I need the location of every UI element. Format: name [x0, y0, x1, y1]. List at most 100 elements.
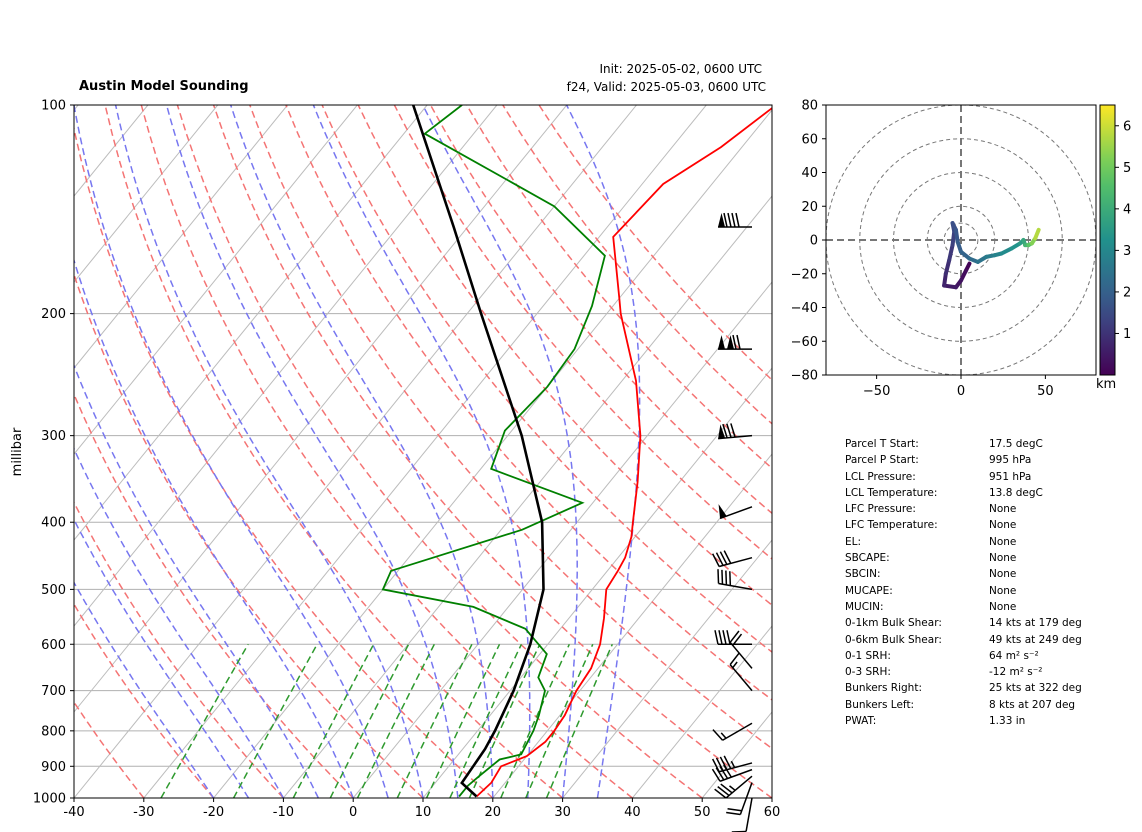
mixing-ratio-line: [425, 643, 501, 798]
x-tick-label: 30: [554, 805, 571, 820]
colorbar: [1099, 104, 1116, 376]
moist-adiabat-line: [312, 105, 531, 798]
stat-row: MUCIN: None: [845, 601, 1125, 617]
moist-adiabat-line: [165, 105, 459, 798]
stat-label: LCL Temperature:: [845, 486, 938, 499]
hodo-x-tick-label: −50: [863, 384, 890, 399]
moist-adiabat-line: [565, 105, 641, 798]
dry-adiabat-line: [74, 125, 494, 798]
moist-adiabat-line: [74, 105, 389, 798]
stat-value: None: [989, 584, 1017, 597]
isotherm-line: [143, 105, 707, 798]
y-tick-label: 300: [41, 429, 66, 444]
dry-adiabat-line: [74, 272, 424, 798]
x-tick-label: -30: [133, 805, 154, 820]
stat-row: PWAT: 1.33 in: [845, 715, 1125, 731]
wind-barb: [729, 652, 753, 692]
wind-barb: [729, 630, 753, 669]
stat-label: Parcel P Start:: [845, 454, 919, 467]
isotherm-line: [352, 281, 772, 798]
x-tick-label: -20: [203, 805, 224, 820]
x-tick-label: -40: [63, 805, 84, 820]
stat-label: SBCAPE:: [845, 552, 890, 565]
y-tick-label: 400: [41, 516, 66, 531]
colorbar-tick-label: 6: [1123, 119, 1131, 134]
mixing-ratio-line: [449, 643, 523, 798]
hodo-y-tick-label: 80: [801, 99, 818, 114]
stat-row: 0-3 SRH: -12 m² s⁻²: [845, 666, 1125, 682]
moist-adiabat-line: [74, 517, 250, 798]
y-tick-label: 500: [41, 583, 66, 598]
mixing-ratio-line: [329, 643, 410, 798]
stat-row: LFC Pressure: None: [845, 503, 1125, 519]
wind-barb: [726, 782, 753, 816]
wind-barb: [711, 755, 753, 773]
stat-label: MUCIN:: [845, 600, 884, 613]
wind-barb: [711, 550, 753, 568]
stat-label: PWAT:: [845, 715, 877, 728]
dry-adiabat-line: [321, 105, 772, 654]
dry-adiabat-line: [74, 392, 354, 798]
stat-row: 0-1km Bulk Shear: 14 kts at 179 deg: [845, 617, 1125, 633]
isotherm-line: [562, 539, 772, 798]
dry-adiabat-line: [357, 105, 772, 607]
hodo-y-tick-label: 0: [810, 234, 818, 249]
stat-value: -12 m² s⁻²: [989, 666, 1043, 679]
stat-value: 951 hPa: [989, 470, 1032, 483]
stat-value: 64 m² s⁻²: [989, 649, 1039, 662]
wind-barb: [718, 504, 753, 520]
y-tick-label: 1000: [33, 792, 66, 807]
wind-barb: [718, 212, 752, 228]
stat-row: 0-1 SRH: 64 m² s⁻²: [845, 650, 1125, 666]
stat-value: 49 kts at 249 deg: [989, 633, 1082, 646]
stat-value: None: [989, 568, 1017, 581]
y-tick-label: 900: [41, 760, 66, 775]
isotherm-line: [283, 195, 772, 798]
chart-title: Austin Model Sounding: [79, 79, 249, 94]
isotherm-line: [74, 105, 219, 283]
colorbar-tick-label: 1: [1123, 327, 1131, 342]
hodo-x-tick-label: 50: [1037, 384, 1054, 399]
parcel-profile: [411, 105, 545, 798]
stat-value: None: [989, 503, 1017, 516]
isotherm-line: [492, 453, 772, 798]
isotherm-line: [213, 109, 772, 798]
y-tick-label: 600: [41, 638, 66, 653]
stat-row: Bunkers Right: 25 kts at 322 deg: [845, 682, 1125, 698]
stat-row: LCL Pressure: 951 hPa: [845, 471, 1125, 487]
colorbar-tick-label: 5: [1123, 161, 1131, 176]
stat-label: LCL Pressure:: [845, 470, 916, 483]
x-tick-label: 50: [694, 805, 711, 820]
moist-adiabat-line: [422, 105, 578, 798]
mixing-ratio-line: [525, 643, 594, 798]
mixing-ratio-line: [356, 643, 435, 798]
y-axis-label: millibar: [10, 427, 25, 476]
colorbar-tick-label: 4: [1123, 202, 1131, 217]
stat-value: 14 kts at 179 deg: [989, 617, 1082, 630]
hodo-y-tick-label: −80: [791, 369, 818, 384]
isotherm-line: [632, 625, 772, 798]
isotherm-line: [74, 105, 498, 627]
init-time: Init: 2025-05-02, 0600 UTC: [599, 62, 762, 76]
sounding-stats-table: Parcel T Start: 17.5 degC Parcel P Start:…: [845, 438, 1125, 731]
moist-adiabat-line: [229, 105, 494, 798]
wind-barb: [714, 775, 753, 799]
valid-time: f24, Valid: 2025-05-03, 0600 UTC: [566, 80, 766, 94]
colorbar-label: km: [1096, 377, 1116, 392]
stat-value: None: [989, 552, 1017, 565]
colorbar-tick-label: 2: [1123, 285, 1131, 300]
stat-row: Bunkers Left: 8 kts at 207 deg: [845, 699, 1125, 715]
isotherm-line: [74, 105, 358, 455]
x-tick-label: 0: [349, 805, 357, 820]
stat-value: None: [989, 600, 1017, 613]
stat-row: MUCAPE: None: [845, 585, 1125, 601]
stat-label: EL:: [845, 535, 862, 548]
stat-label: LFC Pressure:: [845, 503, 916, 516]
hodo-y-tick-label: 40: [801, 166, 818, 181]
stat-row: Parcel T Start: 17.5 degC: [845, 438, 1125, 454]
stat-value: 1.33 in: [989, 715, 1026, 728]
dry-adiabat-line: [393, 105, 772, 560]
stat-label: 0-6km Bulk Shear:: [845, 633, 942, 646]
dry-adiabat-line: [74, 700, 145, 798]
